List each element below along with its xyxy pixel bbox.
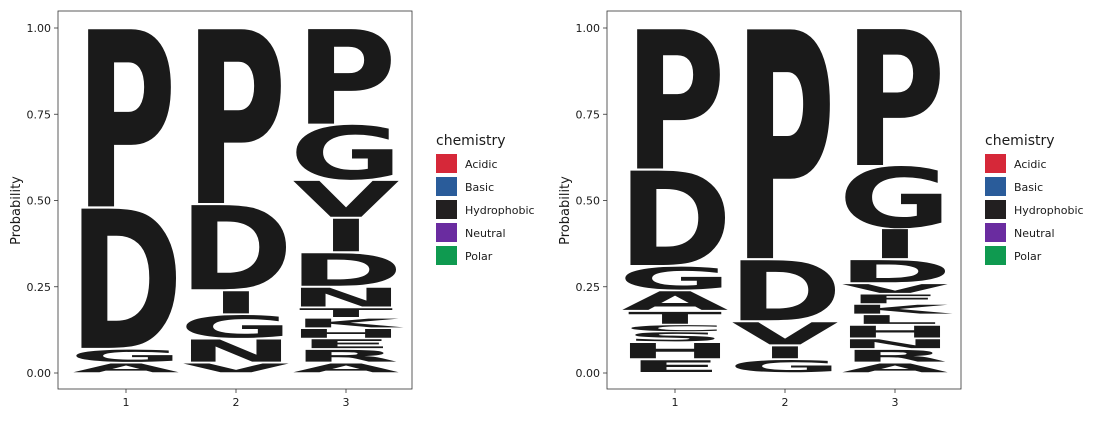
legend-swatch-basic bbox=[985, 177, 1006, 196]
y-tick-label: 1.00 bbox=[576, 22, 601, 35]
legend-swatch-hydrophobic bbox=[985, 200, 1006, 219]
legend-label-polar: Polar bbox=[465, 250, 493, 263]
logo-letter-D: D bbox=[618, 145, 732, 296]
legend-label-hydrophobic: Hydrophobic bbox=[465, 204, 535, 217]
legend-swatch-neutral bbox=[436, 223, 457, 242]
logo-letter-A: A bbox=[622, 286, 729, 316]
logo-letter-L: L bbox=[851, 313, 939, 327]
logo-letter-G: G bbox=[69, 347, 182, 366]
logo-letter-T: T bbox=[299, 306, 393, 320]
logo-letter-T: T bbox=[628, 309, 722, 328]
logo-letter-H: H bbox=[617, 339, 732, 363]
x-tick-label: 3 bbox=[343, 396, 350, 409]
logo-letter-N: N bbox=[178, 333, 293, 369]
logo-letter-H: H bbox=[837, 323, 952, 342]
legend-swatch-polar bbox=[985, 246, 1006, 265]
logo-panel-2: 0.000.250.500.751.00Probability1EHSCTAGD… bbox=[558, 0, 962, 409]
y-tick-label: 0.75 bbox=[576, 108, 601, 121]
logo-letter-P: P bbox=[295, 3, 396, 154]
y-axis-title: Probability bbox=[9, 176, 24, 245]
logo-letter-P: P bbox=[844, 0, 945, 209]
logo-letter-A: A bbox=[842, 361, 949, 375]
logo-letter-P: P bbox=[734, 0, 835, 333]
legend-title: chemistry bbox=[436, 133, 506, 149]
logo-letter-K: K bbox=[842, 302, 953, 316]
logo-letter-S: S bbox=[625, 330, 724, 344]
logo-letter-I: I bbox=[210, 285, 261, 321]
y-tick-label: 0.75 bbox=[27, 108, 52, 121]
logo-panel-1: 0.000.250.500.751.00Probability1AGDP2VNG… bbox=[9, 0, 413, 409]
y-tick-label: 0.25 bbox=[27, 281, 52, 294]
logo-letter-D: D bbox=[179, 182, 293, 316]
logo-letter-V: V bbox=[293, 172, 400, 229]
logo-letter-I: I bbox=[869, 221, 920, 267]
x-tick-label: 1 bbox=[123, 396, 130, 409]
logo-letter-P: P bbox=[624, 0, 725, 214]
legend-swatch-acidic bbox=[985, 154, 1006, 173]
legend: chemistry Acidic Basic Hydrophobic Neutral Po… bbox=[985, 133, 1084, 265]
x-tick-label: 1 bbox=[672, 396, 679, 409]
legend-label-acidic: Acidic bbox=[465, 158, 498, 171]
logo-letter-D: D bbox=[728, 244, 842, 340]
logo-letter-A: A bbox=[73, 361, 180, 375]
logo-letter-R: R bbox=[293, 347, 399, 366]
legend-swatch-acidic bbox=[436, 154, 457, 173]
plot-panel-border bbox=[606, 10, 962, 390]
logo-letter-G: G bbox=[618, 261, 731, 297]
logo-letter-N: N bbox=[288, 283, 403, 313]
legend-title: chemistry bbox=[985, 133, 1055, 149]
logo-letter-N: N bbox=[837, 337, 952, 351]
logo-letter-H: H bbox=[288, 327, 403, 341]
legend-label-basic: Basic bbox=[465, 181, 494, 194]
y-tick-label: 0.00 bbox=[576, 367, 601, 380]
y-axis-title: Probability bbox=[558, 176, 573, 245]
logo-letter-C: C bbox=[624, 324, 725, 333]
logo-letter-V: V bbox=[183, 361, 290, 375]
y-tick-label: 1.00 bbox=[27, 22, 52, 35]
logo-letter-R: R bbox=[842, 347, 948, 366]
logo-letter-K: K bbox=[293, 316, 404, 330]
logo-letter-G: G bbox=[289, 112, 402, 197]
legend-label-polar: Polar bbox=[1014, 250, 1042, 263]
logo-letter-D: D bbox=[289, 245, 403, 297]
logo-letter-A: A bbox=[293, 361, 400, 375]
logo-letter-E: E bbox=[299, 337, 393, 351]
logo-letter-P: P bbox=[75, 0, 176, 264]
logo-letter-V: V bbox=[842, 282, 949, 296]
logo-letter-G: G bbox=[179, 309, 292, 345]
legend-label-neutral: Neutral bbox=[465, 227, 506, 240]
logo-letter-P: P bbox=[185, 0, 286, 259]
logo-letter-I: I bbox=[320, 210, 371, 262]
legend: chemistry Acidic Basic Hydrophobic Neutral Po… bbox=[436, 133, 535, 265]
y-tick-label: 0.00 bbox=[27, 367, 52, 380]
y-tick-label: 0.25 bbox=[576, 281, 601, 294]
logo-letter-I: I bbox=[759, 343, 810, 362]
logo-letter-F: F bbox=[848, 292, 942, 306]
y-tick-label: 0.50 bbox=[27, 195, 52, 208]
legend-swatch-polar bbox=[436, 246, 457, 265]
legend-swatch-hydrophobic bbox=[436, 200, 457, 219]
legend-label-neutral: Neutral bbox=[1014, 227, 1055, 240]
logo-letter-G: G bbox=[728, 357, 841, 376]
legend-swatch-neutral bbox=[985, 223, 1006, 242]
logo-letter-D: D bbox=[69, 171, 183, 393]
logo-letter-D: D bbox=[838, 254, 952, 290]
legend-swatch-basic bbox=[436, 177, 457, 196]
logo-letter-V: V bbox=[732, 316, 839, 352]
logo-letter-G: G bbox=[838, 151, 951, 247]
legend-label-hydrophobic: Hydrophobic bbox=[1014, 204, 1084, 217]
y-tick-label: 0.50 bbox=[576, 195, 601, 208]
plot-panel-border bbox=[57, 10, 413, 390]
x-tick-label: 2 bbox=[782, 396, 789, 409]
x-tick-label: 2 bbox=[233, 396, 240, 409]
legend-label-acidic: Acidic bbox=[1014, 158, 1047, 171]
logo-letter-E: E bbox=[628, 357, 722, 376]
legend-label-basic: Basic bbox=[1014, 181, 1043, 194]
x-tick-label: 3 bbox=[892, 396, 899, 409]
